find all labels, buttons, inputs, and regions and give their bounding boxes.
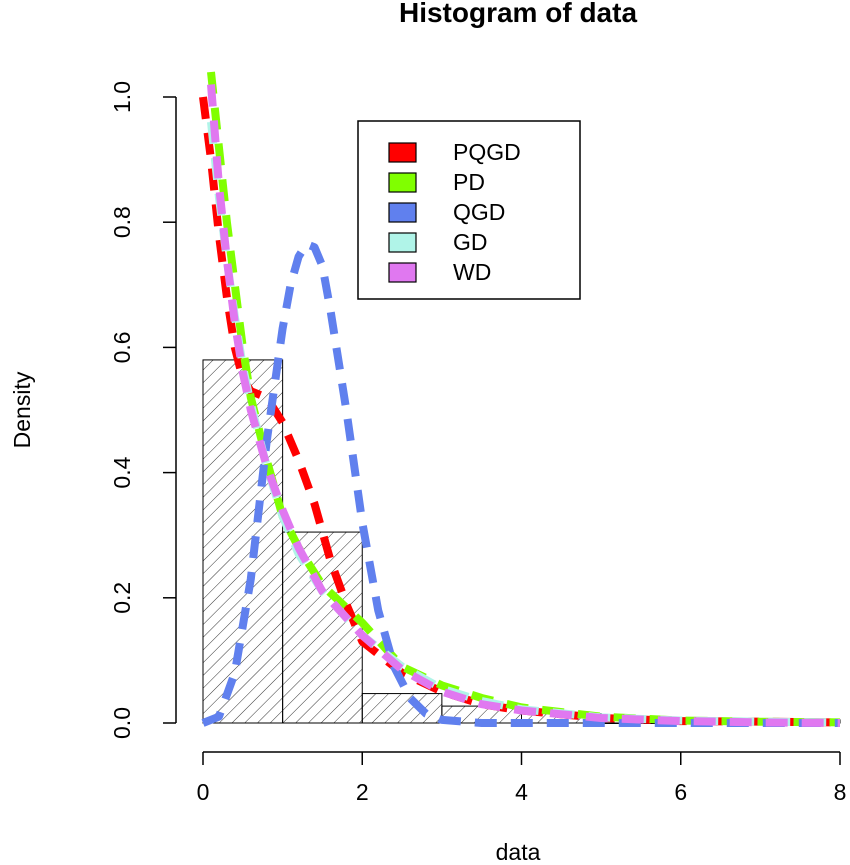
legend-label-wd: WD	[453, 259, 491, 285]
legend-label-pd: PD	[453, 169, 485, 195]
y-tick-label-3: 0.6	[109, 331, 135, 363]
x-tick-label-0: 0	[197, 779, 210, 805]
density-curves	[199, 71, 841, 727]
x-axis-label: data	[496, 839, 541, 865]
series-line-wd	[207, 84, 841, 727]
x-tick-label-2: 4	[515, 779, 528, 805]
y-axis-label: Density	[9, 371, 35, 448]
legend-swatch-pqgd	[388, 142, 417, 163]
legend-label-gd: GD	[453, 229, 488, 255]
series-line-qgd	[201, 240, 840, 727]
y-axis: 0.0 0.2 0.4 0.6 0.8 1.0	[109, 81, 177, 739]
x-tick-label-3: 6	[674, 779, 687, 805]
legend-label-pqgd: PQGD	[453, 139, 521, 165]
y-tick-label-4: 0.8	[109, 206, 135, 238]
chart-title: Histogram of data	[399, 0, 637, 28]
histogram-bar-1	[282, 531, 363, 724]
x-axis: 0 2 4 6 8	[197, 751, 847, 805]
legend-swatch-pd	[388, 172, 417, 193]
legend: PQGD PD QGD GD WD	[357, 120, 581, 300]
legend-swatch-qgd	[388, 202, 417, 223]
x-tick-label-1: 2	[356, 779, 369, 805]
y-tick-label-2: 0.4	[109, 456, 135, 488]
legend-swatch-gd	[388, 232, 417, 253]
histogram-bar-0	[202, 359, 284, 724]
y-tick-label-0: 0.0	[109, 707, 135, 739]
x-tick-label-4: 8	[834, 779, 847, 805]
legend-swatch-wd	[388, 262, 417, 283]
legend-label-qgd: QGD	[453, 199, 505, 225]
y-tick-label-1: 0.2	[109, 582, 135, 614]
histogram-bar-2	[361, 693, 443, 724]
y-tick-label-5: 1.0	[109, 81, 135, 113]
